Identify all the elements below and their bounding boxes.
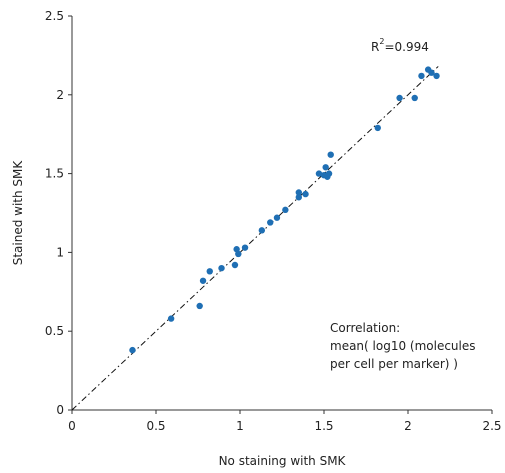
data-point: [433, 72, 440, 80]
data-point: [206, 268, 213, 275]
data-point: [267, 219, 274, 226]
data-point: [199, 277, 207, 284]
data-point: [396, 94, 403, 102]
x-tick-label: 0.5: [146, 419, 165, 433]
data-point: [295, 189, 302, 196]
y-tick-label: 0: [56, 403, 64, 417]
y-tick-label: 0.5: [45, 324, 64, 338]
y-ticks: 0 0.5 1 1.5 2 2.5: [45, 9, 72, 417]
data-point: [218, 264, 225, 272]
data-point: [235, 250, 242, 258]
data-point: [241, 244, 249, 251]
data-point: [322, 164, 329, 171]
data-point: [325, 170, 333, 177]
x-tick-label: 2: [404, 419, 412, 433]
x-tick-label: 2.5: [482, 419, 501, 433]
x-tick-label: 0: [68, 419, 76, 433]
data-point: [258, 227, 266, 234]
data-point: [428, 69, 435, 76]
data-points: [129, 66, 440, 354]
x-tick-label: 1.5: [314, 419, 333, 433]
data-point: [327, 151, 334, 158]
y-tick-label: 1.5: [45, 167, 64, 181]
y-tick-label: 2.5: [45, 9, 64, 23]
data-point: [374, 124, 381, 132]
data-point: [411, 94, 418, 102]
data-point: [295, 194, 302, 201]
data-point: [418, 72, 425, 80]
y-tick-label: 1: [56, 245, 64, 259]
data-point: [231, 261, 239, 269]
axes: [71, 16, 492, 411]
r-squared-value: =0.994: [384, 40, 428, 54]
r-squared-base: R: [371, 40, 379, 54]
x-ticks: 0 0.5 1 1.5 2 2.5: [68, 410, 502, 433]
x-axis-title: No staining with SMK: [219, 454, 347, 468]
data-point: [167, 315, 175, 322]
y-axis-title: Stained with SMK: [11, 160, 25, 266]
x-tick-label: 1: [236, 419, 244, 433]
annotation-line-2: mean( log10 (molecules: [330, 339, 476, 353]
data-point: [196, 302, 203, 310]
data-point: [273, 214, 281, 221]
y-tick-label: 2: [56, 88, 64, 102]
data-point: [282, 206, 289, 214]
data-point: [315, 170, 323, 177]
r-squared-superscript: 2: [379, 37, 384, 46]
r-squared-label: R2=0.994: [371, 37, 429, 54]
annotation-line-1: Correlation:: [330, 321, 400, 335]
data-point: [302, 190, 309, 198]
annotation-line-3: per cell per marker) ): [330, 357, 458, 371]
data-point: [129, 346, 136, 354]
